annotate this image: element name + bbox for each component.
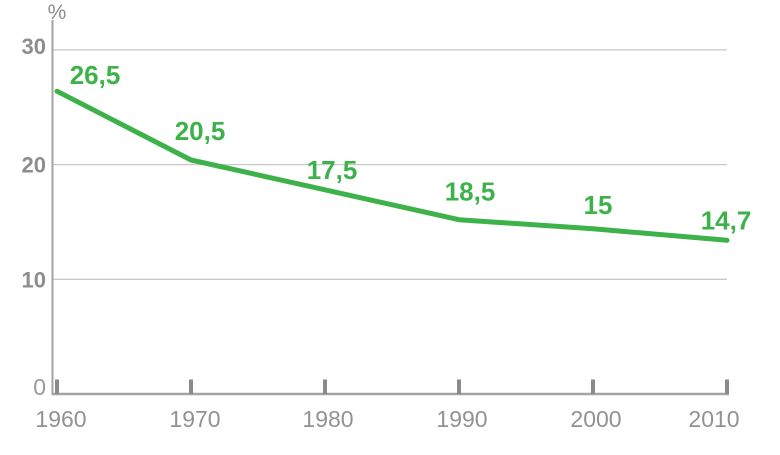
data-label-1960: 26,5	[70, 60, 121, 90]
x-axis-label-1980: 1980	[302, 406, 353, 432]
y-axis-label-30: 30	[22, 34, 46, 59]
data-line	[54, 88, 730, 243]
data-label-1970: 20,5	[175, 116, 226, 146]
y-axis-unit-label: %	[48, 1, 67, 24]
x-axis-label-1960: 1960	[35, 406, 86, 432]
x-tick-1980	[323, 379, 327, 394]
y-axis-label-20: 20	[22, 153, 46, 178]
x-axis-label-2010: 2010	[688, 406, 739, 432]
x-axis-label-1970: 1970	[169, 406, 220, 432]
x-tick-1960	[55, 379, 59, 394]
data-label-1990: 18,5	[445, 177, 496, 207]
y-axis-label-10: 10	[22, 267, 46, 292]
x-tick-2010	[725, 379, 729, 394]
data-label-2000: 15	[584, 190, 613, 220]
y-axis-label-0: 0	[33, 374, 46, 400]
data-label-2010: 14,7	[701, 205, 752, 235]
x-tick-1990	[457, 379, 461, 394]
x-tick-2000	[591, 379, 595, 394]
x-axis-label-1990: 1990	[436, 406, 487, 432]
data-label-1980: 17,5	[307, 155, 358, 185]
x-axis-label-2000: 2000	[570, 406, 621, 432]
x-tick-1970	[189, 379, 193, 394]
